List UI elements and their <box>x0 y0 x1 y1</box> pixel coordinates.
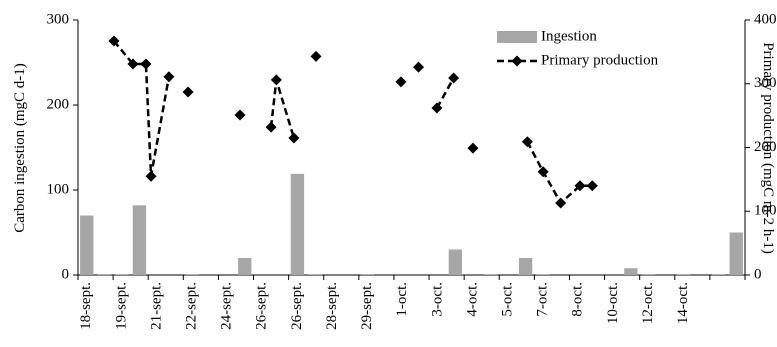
bar <box>518 258 533 275</box>
y-tick-label: 200 <box>47 96 70 112</box>
x-tick-label: 8-oct. <box>570 282 586 317</box>
marker <box>431 102 443 114</box>
bar <box>483 274 498 275</box>
y-tick-label: 100 <box>47 181 70 197</box>
legend-swatch <box>497 31 537 43</box>
bar <box>115 274 129 275</box>
bar <box>729 232 743 275</box>
bar <box>360 274 375 275</box>
x-tick-label: 24-sept. <box>219 282 235 330</box>
marker <box>234 109 246 121</box>
bar <box>308 274 322 275</box>
marker <box>270 74 282 86</box>
line <box>113 40 593 205</box>
x-tick-label: 12-oct. <box>640 282 656 324</box>
marker <box>555 197 567 209</box>
marker <box>163 71 175 83</box>
x-tick-label: 7-oct. <box>535 282 551 317</box>
bar <box>712 274 726 275</box>
x-tick-label: 3-oct. <box>429 282 445 317</box>
y-tick-label: 0 <box>62 266 70 282</box>
legend-label: Primary production <box>541 52 659 68</box>
marker <box>288 132 300 144</box>
y-tick-label: 300 <box>47 11 70 27</box>
x-tick-label: 1-oct. <box>394 282 410 317</box>
legend-label: Ingestion <box>541 28 597 44</box>
y2-tick-label: 100 <box>754 203 777 219</box>
marker <box>586 180 598 192</box>
marker <box>413 61 425 73</box>
y2-tick-label: 200 <box>754 139 777 155</box>
x-tick-label: 26-sept. <box>254 282 270 330</box>
bar <box>238 258 252 275</box>
y2-tick-label: 400 <box>754 11 777 27</box>
bar <box>185 274 199 275</box>
x-tick-label: 28-sept. <box>324 282 340 330</box>
x-tick-label: 26-sept. <box>289 282 305 330</box>
x-tick-label: 22-sept. <box>184 282 200 330</box>
x-tick-label: 4-oct. <box>464 282 480 317</box>
marker <box>467 142 479 154</box>
x-tick-label: 19-sept. <box>113 282 129 330</box>
y2-tick-label: 300 <box>754 75 777 91</box>
marker <box>265 121 277 133</box>
marker <box>108 35 120 47</box>
bar <box>448 249 463 275</box>
y2-tick-label: 0 <box>754 266 762 282</box>
bar <box>641 274 656 275</box>
marker <box>310 50 322 62</box>
y-axis-label: Carbon ingestion (mgC d-1) <box>12 63 28 233</box>
marker <box>448 72 460 84</box>
bar <box>536 274 550 275</box>
marker <box>537 166 549 178</box>
x-tick-label: 5-oct. <box>499 282 515 317</box>
y2-axis-label: Primary production (mgC m-2 h-1) <box>760 42 776 254</box>
x-tick-label: 14-oct. <box>675 282 691 324</box>
marker <box>145 170 157 182</box>
bar <box>132 205 147 275</box>
marker <box>182 86 194 98</box>
bar <box>676 274 691 275</box>
marker <box>127 58 139 70</box>
legend-marker <box>511 55 523 67</box>
x-tick-label: 10-oct. <box>605 282 621 324</box>
x-tick-label: 18-sept. <box>78 282 94 330</box>
bar <box>290 173 305 275</box>
bar <box>624 268 638 275</box>
marker <box>140 58 152 70</box>
marker <box>521 136 533 148</box>
bar <box>97 274 111 275</box>
marker <box>395 76 407 88</box>
x-tick-label: 21-sept. <box>148 282 164 330</box>
bar <box>80 215 94 275</box>
marker <box>574 180 586 192</box>
x-tick-label: 29-sept. <box>359 282 375 330</box>
